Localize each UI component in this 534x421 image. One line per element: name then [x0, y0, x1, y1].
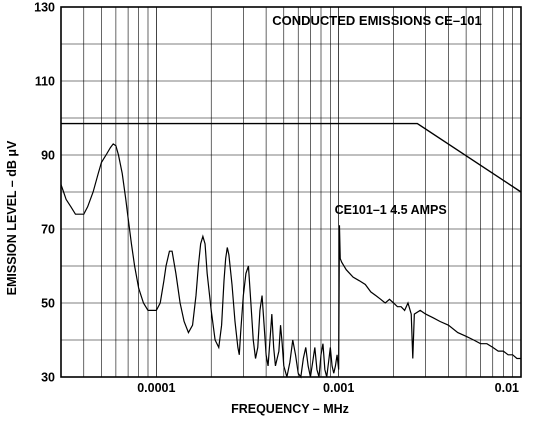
y-axis-label: EMISSION LEVEL – dB μV	[5, 140, 19, 295]
chart-title: CONDUCTED EMISSIONS CE–101	[272, 13, 482, 28]
plot-frame	[60, 6, 522, 378]
series-group	[60, 122, 522, 379]
measured-emission-line	[60, 143, 521, 379]
y-tick-label: 110	[35, 75, 55, 89]
y-tick-label: 50	[41, 297, 55, 311]
y-tick-label: 90	[41, 149, 55, 163]
x-tick-label: 0.001	[323, 381, 354, 395]
x-tick-labels: 0.0001 0.001 0.01	[137, 381, 519, 395]
x-axis-label: FREQUENCY – MHz	[231, 402, 349, 416]
y-tick-label: 70	[41, 223, 55, 237]
series-annotation: CE101–1 4.5 AMPS	[335, 203, 447, 217]
x-tick-label: 0.0001	[137, 381, 175, 395]
limit-line	[61, 122, 522, 193]
y-tick-label: 30	[41, 371, 55, 385]
x-tick-label: 0.01	[495, 381, 519, 395]
grid	[60, 7, 521, 377]
y-tick-label: 130	[34, 1, 55, 15]
y-tick-labels: 30 50 70 90 110 130	[34, 1, 55, 385]
